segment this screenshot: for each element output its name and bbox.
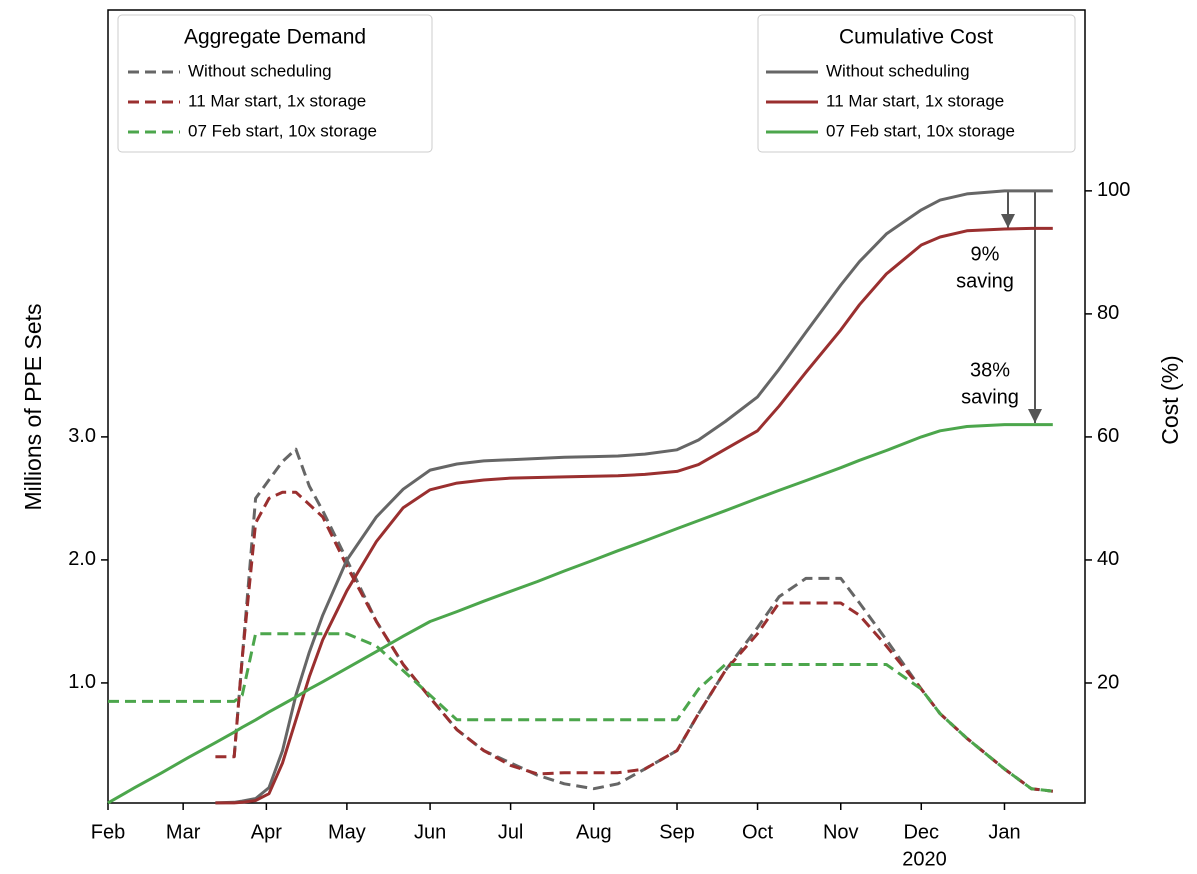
legend-label: Without scheduling [826, 61, 970, 80]
x-tick-label: Dec [903, 821, 939, 843]
y2-tick-label: 40 [1097, 548, 1119, 570]
x-tick-label: Nov [823, 821, 859, 843]
plot-frame [107, 9, 1086, 804]
legend-label: 11 Mar start, 1x storage [826, 91, 1004, 110]
y-tick-label: 2.0 [68, 548, 96, 570]
series-line [215, 490, 1053, 793]
series-line [215, 226, 1053, 805]
series-line [108, 632, 1053, 793]
x-tick-label: Sep [659, 821, 695, 843]
x-tick-label: Mar [166, 821, 201, 843]
y-tick-label: 1.0 [68, 671, 96, 693]
legend-label: Without scheduling [188, 61, 332, 80]
y-tick-label: 3.0 [68, 425, 96, 447]
x-tick-label: May [328, 821, 366, 843]
legend-label: 11 Mar start, 1x storage [188, 91, 366, 110]
series-line [107, 423, 1053, 805]
legend-box [117, 14, 433, 153]
y-axis-label: Millions of PPE Sets [20, 303, 46, 510]
x-tick-label: Apr [251, 821, 282, 843]
legend-demand: Aggregate Demand Without scheduling 11 Ma… [117, 14, 433, 153]
y2-tick-label: 60 [1097, 425, 1119, 447]
x-tick-label: Aug [576, 821, 612, 843]
x-tick-label: Oct [742, 821, 774, 843]
legend-cost: Cumulative Cost Without scheduling 11 Mar… [757, 14, 1076, 153]
legend-title: Aggregate Demand [184, 26, 366, 49]
legend-title: Cumulative Cost [839, 26, 993, 49]
series-line [232, 447, 1053, 793]
series-line [215, 189, 1053, 805]
x-year-label: 2020 [902, 848, 947, 870]
y2-tick-label: 80 [1097, 302, 1119, 324]
annotation: 38% [970, 359, 1010, 381]
x-tick-label: Jul [498, 821, 524, 843]
y2-tick-label: 20 [1097, 671, 1119, 693]
x-tick-label: Jun [414, 821, 446, 843]
legend-box [757, 14, 1076, 153]
annotation: 9% [971, 243, 1000, 265]
x-tick-label: Jan [988, 821, 1020, 843]
y2-axis-label: Cost (%) [1157, 355, 1183, 444]
y2-tick-label: 100 [1097, 179, 1130, 201]
annotation: saving [961, 386, 1019, 408]
x-tick-label: Feb [91, 821, 125, 843]
legend-label: 07 Feb start, 10x storage [826, 121, 1015, 140]
legend-label: 07 Feb start, 10x storage [188, 121, 377, 140]
annotation: saving [956, 270, 1014, 292]
